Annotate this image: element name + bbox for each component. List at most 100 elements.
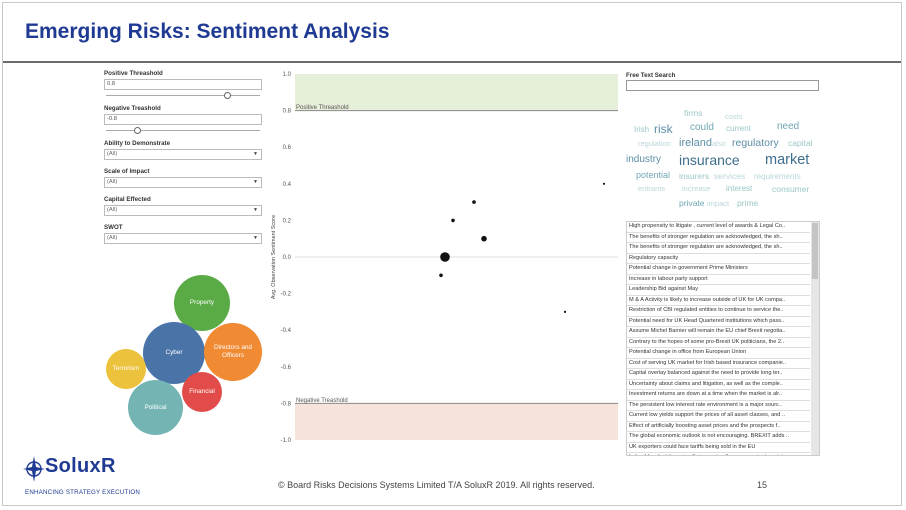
observation-row[interactable]: UK exporters could face tariffs being so… xyxy=(627,443,810,453)
word-cloud-term[interactable]: Irish xyxy=(634,125,650,134)
slider-track xyxy=(106,95,260,96)
word-cloud-term[interactable]: costs xyxy=(725,112,743,121)
data-point xyxy=(602,182,606,185)
ability-filter-select[interactable]: (All) ▼ xyxy=(104,149,262,160)
word-cloud-term[interactable]: private xyxy=(679,198,705,208)
word-cloud-term[interactable]: increase xyxy=(682,184,711,193)
observation-row[interactable]: Assume Michel Barnier will remain the EU… xyxy=(627,327,810,338)
observation-row[interactable]: The global economic outlook is not encou… xyxy=(627,432,810,443)
observation-row[interactable]: M & A Activity is likely to increase out… xyxy=(627,296,810,306)
title-divider xyxy=(3,61,901,63)
word-cloud-term[interactable]: potential xyxy=(636,170,671,180)
y-tick-label: 0.2 xyxy=(283,218,292,224)
y-tick-label: -0.8 xyxy=(281,401,292,407)
data-point xyxy=(563,310,567,313)
word-cloud-term[interactable]: ireland xyxy=(679,137,713,149)
data-point xyxy=(481,235,487,242)
bubble-political[interactable]: Political xyxy=(128,380,183,435)
bubble-financial[interactable]: Financial xyxy=(182,372,222,412)
word-cloud-term[interactable]: current xyxy=(726,124,751,133)
ability-filter-label: Ability to Demonstrate xyxy=(104,140,171,147)
negative-threshold-slider[interactable] xyxy=(104,126,262,134)
observation-row[interactable]: The persistent low interest rate environ… xyxy=(627,401,810,411)
word-cloud-term[interactable]: market xyxy=(765,152,810,168)
observation-row[interactable]: Ireland has lost its main ally in arguin… xyxy=(627,453,810,455)
word-cloud-term[interactable]: regulatory xyxy=(732,137,779,149)
swot-filter-label: SWOT xyxy=(104,224,123,231)
capital-filter-select[interactable]: (All) ▼ xyxy=(104,205,262,216)
observation-row[interactable]: Cost of serving UK market for Irish base… xyxy=(627,359,810,369)
observation-row[interactable]: Leadership Bid against May xyxy=(627,285,810,296)
chevron-down-icon: ▼ xyxy=(253,179,258,185)
word-cloud-term[interactable]: capital xyxy=(788,138,813,148)
word-cloud-term[interactable]: regulation xyxy=(638,139,671,148)
y-tick-label: 0.0 xyxy=(283,255,292,261)
scrollbar-thumb[interactable] xyxy=(812,223,818,279)
positive-band-label: Positive Threashold xyxy=(296,105,349,111)
bubble-label: Terrorism xyxy=(112,365,140,372)
bubble-terrorism[interactable]: Terrorism xyxy=(106,349,146,389)
scale-filter-select[interactable]: (All) ▼ xyxy=(104,177,262,188)
observation-row[interactable]: Uncertainty about claims and litigation,… xyxy=(627,380,810,390)
y-tick-label: 0.8 xyxy=(283,109,292,115)
negative-band xyxy=(295,403,618,440)
word-cloud-term[interactable]: need xyxy=(777,121,800,132)
word-cloud-term[interactable]: insurers xyxy=(679,171,710,181)
word-cloud-term[interactable]: insurance xyxy=(679,152,740,168)
word-cloud-term[interactable]: impact xyxy=(707,199,730,208)
word-cloud-term[interactable]: interest xyxy=(726,184,753,193)
observation-row[interactable]: Effect of artificially boosting asset pr… xyxy=(627,422,810,432)
y-tick-label: 1.0 xyxy=(283,72,292,78)
bubble-directors-officers[interactable]: Directors and Officers xyxy=(204,323,262,381)
data-point xyxy=(439,273,443,278)
copyright-text: © Board Risks Decisions Systems Limited … xyxy=(278,480,595,490)
observation-row[interactable]: Capital overlay balanced against the nee… xyxy=(627,369,810,380)
bubble-label: Directors and Officers xyxy=(213,344,252,359)
observation-row[interactable]: Investment returns are down at a time wh… xyxy=(627,390,810,401)
bubble-label: Financial xyxy=(189,388,215,395)
bubble-property[interactable]: Property xyxy=(174,275,230,331)
word-cloud-term[interactable]: could xyxy=(690,122,714,133)
positive-threshold-input[interactable]: 0.8 xyxy=(104,79,262,90)
observation-row[interactable]: The benefits of stronger regulation are … xyxy=(627,233,810,243)
scale-filter-value: (All) xyxy=(107,179,118,185)
word-cloud-term[interactable]: requirements xyxy=(754,172,801,181)
slider-knob[interactable] xyxy=(134,127,141,134)
positive-band xyxy=(295,74,618,111)
logo-tagline: ENHANCING STRATEGY EXECUTION xyxy=(25,489,141,496)
swot-filter-select[interactable]: (All) ▼ xyxy=(104,233,262,244)
capital-filter-label: Capital Effected xyxy=(104,196,151,203)
observation-row[interactable]: Potential change in office from European… xyxy=(627,348,810,359)
list-scrollbar[interactable] xyxy=(811,222,819,455)
compass-star-icon xyxy=(23,456,45,482)
word-cloud-term[interactable]: firms xyxy=(684,108,703,118)
observation-list[interactable]: High propensity to litigate , current le… xyxy=(626,221,820,456)
positive-threshold-slider[interactable] xyxy=(104,91,262,99)
word-cloud-term[interactable]: entrants xyxy=(638,184,666,193)
observation-row[interactable]: Current low yields support the prices of… xyxy=(627,411,810,422)
observation-row[interactable]: Restriction of CBI regulated entities to… xyxy=(627,306,810,317)
word-cloud-term[interactable]: prime xyxy=(737,198,759,208)
word-cloud-term[interactable]: services xyxy=(714,171,746,181)
slider-knob[interactable] xyxy=(224,92,231,99)
observation-row[interactable]: The benefits of stronger regulation are … xyxy=(627,243,810,254)
negative-threshold-label: Negative Treashold xyxy=(104,105,161,112)
negative-threshold-input[interactable]: -0.8 xyxy=(104,114,262,125)
observation-row[interactable]: High propensity to litigate , current le… xyxy=(627,222,810,233)
observation-row[interactable]: Contrary to the hopes of some pro-Brexit… xyxy=(627,338,810,348)
observation-row[interactable]: Increase in labour party support xyxy=(627,275,810,285)
observation-row[interactable]: Regulatory capacity xyxy=(627,254,810,264)
negative-band-label: Negative Treashold xyxy=(296,398,348,404)
word-cloud-term[interactable]: consumer xyxy=(772,184,810,194)
observation-row[interactable]: Potential need for UK Head Quartered ins… xyxy=(627,317,810,327)
free-text-search-input[interactable] xyxy=(626,80,819,91)
word-cloud-term[interactable]: risk xyxy=(654,122,673,136)
chevron-down-icon: ▼ xyxy=(253,207,258,213)
data-point xyxy=(472,200,476,204)
ability-filter-value: (All) xyxy=(107,151,118,157)
y-tick-label: -0.4 xyxy=(281,328,292,334)
observation-row[interactable]: Potential change in government Prime Min… xyxy=(627,264,810,275)
word-cloud-term[interactable]: also xyxy=(712,139,726,148)
scale-filter-label: Scale of Impact xyxy=(104,168,150,175)
word-cloud-term[interactable]: industry xyxy=(626,154,662,165)
